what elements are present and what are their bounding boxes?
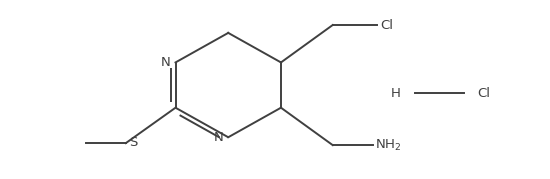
Text: Cl: Cl xyxy=(381,18,393,32)
Text: NH$_2$: NH$_2$ xyxy=(376,138,402,153)
Text: H: H xyxy=(391,86,401,100)
Text: S: S xyxy=(129,136,137,149)
Text: N: N xyxy=(161,56,170,69)
Text: Cl: Cl xyxy=(477,86,491,100)
Text: N: N xyxy=(213,131,223,144)
